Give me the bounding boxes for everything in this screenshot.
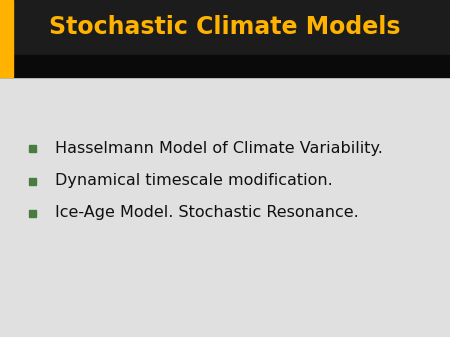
Text: Stochastic Climate Models: Stochastic Climate Models (49, 16, 401, 39)
Bar (28, 210, 36, 216)
Bar (0, 0, 13, 55)
Bar (0, 0, 450, 55)
Bar (0, 55, 450, 77)
Text: Dynamical timescale modification.: Dynamical timescale modification. (55, 174, 333, 188)
Text: Hasselmann Model of Climate Variability.: Hasselmann Model of Climate Variability. (55, 141, 383, 155)
Text: Ice-Age Model. Stochastic Resonance.: Ice-Age Model. Stochastic Resonance. (55, 206, 359, 220)
Bar (28, 178, 36, 184)
Bar (0, 55, 13, 77)
Bar (28, 145, 36, 152)
